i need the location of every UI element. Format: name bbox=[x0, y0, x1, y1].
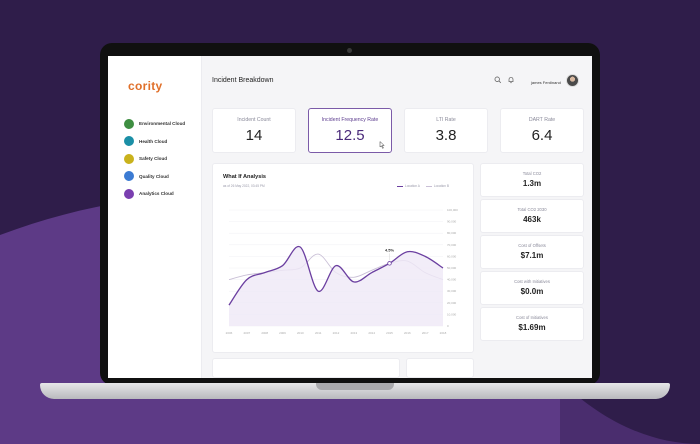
chart-legend: Location A Location B bbox=[397, 184, 449, 188]
sidebar-item-label: Quality Cloud bbox=[139, 173, 169, 179]
user-name[interactable]: james Ferdinand bbox=[531, 80, 561, 85]
laptop-base bbox=[40, 383, 670, 399]
legend-swatch bbox=[397, 185, 403, 187]
stat-label: Total CO2 bbox=[522, 171, 542, 176]
kpi-value: 14 bbox=[245, 127, 263, 144]
stat-value: 1.3m bbox=[522, 179, 542, 188]
kpi-value: 6.4 bbox=[531, 127, 553, 144]
sidebar-item-label: Safety Cloud bbox=[139, 156, 168, 162]
highlight-point bbox=[387, 261, 392, 266]
header: Incident Breakdown james Ferdinand bbox=[202, 56, 592, 96]
bell-icon[interactable] bbox=[507, 76, 515, 84]
y-tick-label: 0 bbox=[447, 324, 449, 328]
x-tick-label: 2010 bbox=[297, 331, 304, 335]
x-tick-label: 2014 bbox=[368, 331, 375, 335]
camera-icon bbox=[347, 48, 352, 53]
heart-icon bbox=[124, 136, 134, 147]
shield-icon bbox=[124, 153, 134, 164]
kpi-label: Incident Frequency Rate bbox=[321, 117, 379, 123]
x-tick-label: 2018 bbox=[440, 331, 447, 335]
app-screen: cority Environmental Cloud Health Cloud Sa… bbox=[108, 56, 592, 378]
kpi-card-dart-rate[interactable]: DART Rate 6.4 bbox=[500, 108, 584, 153]
stat-label: Cost of Offsets bbox=[518, 243, 546, 248]
sidebar-item-health-cloud[interactable]: Health Cloud bbox=[124, 133, 185, 151]
legend-item-location-b[interactable]: Location B bbox=[425, 184, 449, 188]
kpi-label: Incident Count bbox=[237, 117, 271, 123]
sidebar-item-safety-cloud[interactable]: Safety Cloud bbox=[124, 150, 185, 168]
kpi-label: LTI Rate bbox=[436, 117, 456, 123]
y-tick-label: 100,000 bbox=[447, 208, 458, 212]
y-tick-label: 30,000 bbox=[447, 289, 457, 293]
stat-value: 463k bbox=[523, 215, 541, 224]
x-tick-label: 2015 bbox=[386, 331, 393, 335]
line-chart[interactable]: 100,000 90,000 80,000 70,000 60,000 50,000 40,… bbox=[213, 164, 475, 354]
series-area-location-a bbox=[229, 246, 443, 326]
pointer-cursor-icon bbox=[379, 141, 385, 149]
y-tick-label: 80,000 bbox=[447, 231, 457, 235]
y-tick-label: 40,000 bbox=[447, 278, 457, 282]
legend-label: Location A bbox=[405, 184, 420, 188]
y-tick-label: 60,000 bbox=[447, 254, 457, 258]
x-tick-label: 2011 bbox=[315, 331, 322, 335]
y-tick-label: 90,000 bbox=[447, 220, 457, 224]
stat-card-total-co2-2030[interactable]: Total CO2 2030 463k bbox=[480, 199, 584, 233]
kpi-card-incident-frequency-rate[interactable]: Incident Frequency Rate 12.5 bbox=[308, 108, 392, 153]
page-title: Incident Breakdown bbox=[212, 77, 274, 84]
laptop-lid: cority Environmental Cloud Health Cloud Sa… bbox=[100, 43, 600, 385]
bottom-card bbox=[406, 358, 474, 378]
legend-label: Location B bbox=[433, 184, 449, 188]
y-tick-label: 20,000 bbox=[447, 301, 457, 305]
stat-label: Cost with Initiatives bbox=[514, 279, 550, 284]
stat-card-total-co2[interactable]: Total CO2 1.3m bbox=[480, 163, 584, 197]
kpi-label: DART Rate bbox=[528, 117, 556, 123]
sidebar-item-environmental-cloud[interactable]: Environmental Cloud bbox=[124, 115, 185, 133]
chart-subtitle: as of 26 May 2022, 03:45 PM bbox=[223, 184, 265, 188]
stat-label: Cost of Initiatives bbox=[516, 315, 548, 320]
series-line-location-a bbox=[228, 245, 444, 306]
kpi-card-incident-count[interactable]: Incident Count 14 bbox=[212, 108, 296, 153]
kpi-value: 3.8 bbox=[435, 127, 457, 144]
sidebar-item-quality-cloud[interactable]: Quality Cloud bbox=[124, 168, 185, 186]
y-tick-label: 50,000 bbox=[447, 266, 457, 270]
search-icon[interactable] bbox=[494, 76, 502, 84]
stat-card-cost-of-offsets[interactable]: Cost of Offsets $7.1m bbox=[480, 235, 584, 269]
stat-label: Total CO2 2030 bbox=[517, 207, 547, 212]
sidebar: cority Environmental Cloud Health Cloud Sa… bbox=[108, 56, 202, 378]
x-tick-label: 2009 bbox=[279, 331, 286, 335]
check-icon bbox=[124, 171, 134, 182]
y-tick-label: 70,000 bbox=[447, 243, 457, 247]
x-tick-label: 2017 bbox=[422, 331, 429, 335]
sidebar-item-label: Analytics Cloud bbox=[139, 191, 174, 197]
what-if-analysis-panel: What If Analysis as of 26 May 2022, 03:4… bbox=[212, 163, 474, 353]
x-tick-label: 2006 bbox=[226, 331, 233, 335]
sidebar-item-label: Environmental Cloud bbox=[139, 121, 186, 127]
chart-title: What If Analysis bbox=[223, 174, 266, 180]
stats-column: Total CO2 1.3m Total CO2 2030 463k Cost of O… bbox=[480, 163, 584, 343]
kpi-value: 12.5 bbox=[335, 127, 365, 144]
x-tick-label: 2016 bbox=[404, 331, 411, 335]
x-tick-label: 2008 bbox=[261, 331, 268, 335]
stat-value: $0.0m bbox=[520, 287, 544, 296]
x-tick-label: 2007 bbox=[243, 331, 250, 335]
bottom-card bbox=[212, 358, 400, 378]
x-tick-label: 2013 bbox=[350, 331, 357, 335]
stat-card-cost-with-initiatives[interactable]: Cost with Initiatives $0.0m bbox=[480, 271, 584, 305]
leaf-icon bbox=[124, 118, 134, 129]
stat-card-cost-of-initiatives[interactable]: Cost of Initiatives $1.69m bbox=[480, 307, 584, 341]
annotation-label: 4.5% bbox=[385, 247, 395, 252]
laptop-notch bbox=[316, 383, 394, 390]
kpi-card-lti-rate[interactable]: LTI Rate 3.8 bbox=[404, 108, 488, 153]
legend-item-location-a[interactable]: Location A bbox=[397, 184, 420, 188]
y-tick-label: 10,000 bbox=[447, 312, 457, 316]
sidebar-item-analytics-cloud[interactable]: Analytics Cloud bbox=[124, 185, 185, 203]
sidebar-item-label: Health Cloud bbox=[139, 138, 168, 144]
stat-value: $7.1m bbox=[520, 251, 544, 260]
chart-icon bbox=[124, 188, 134, 199]
x-tick-label: 2012 bbox=[333, 331, 340, 335]
legend-swatch bbox=[425, 185, 432, 187]
avatar[interactable] bbox=[566, 74, 579, 87]
sidebar-nav: Environmental Cloud Health Cloud Safety Cl… bbox=[124, 115, 185, 203]
brand-logo[interactable]: cority bbox=[128, 79, 163, 93]
stat-value: $1.69m bbox=[518, 323, 546, 332]
